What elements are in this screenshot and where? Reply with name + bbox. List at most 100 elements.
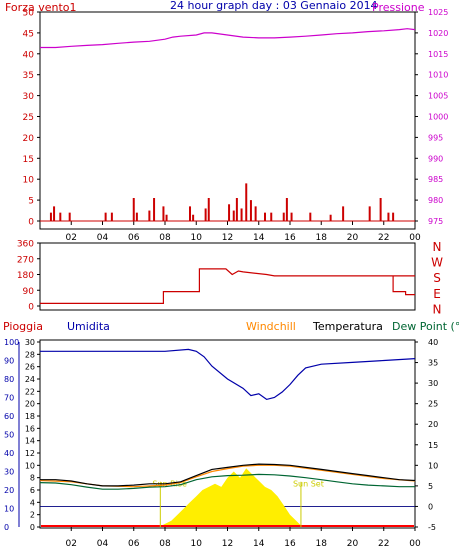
pressure-y-tick-label: 1015	[428, 50, 448, 59]
pressure-y-tick-label: 1005	[428, 92, 448, 101]
humidity-y-tick-label: 60	[4, 412, 14, 421]
x-tick-label: 08	[159, 233, 171, 243]
x-tick-label: 14	[253, 233, 265, 243]
wind-direction-y-axis: 0 90 180 270 360	[17, 240, 40, 313]
rain-y-tick-label: 0	[30, 523, 35, 532]
temperature-y-tick-label: 30	[428, 379, 438, 388]
wind-y-tick-label: 5	[28, 197, 34, 207]
rain-y-tick-label: 30	[25, 338, 35, 347]
x-tick-label: 00	[409, 233, 421, 243]
rain-y-tick-label: 22	[25, 387, 35, 396]
pressure-y-tick-label: 1020	[428, 29, 448, 38]
temperature-y-tick-label: -5	[428, 523, 436, 532]
wind-y-tick-label: 35	[23, 71, 34, 81]
pressure-y-axis: 975 980 985 990 995 1000 1005 1010 1015 1020 1025	[415, 8, 448, 226]
x-tick-label: 12	[222, 539, 233, 549]
pressure-y-tick-label: 985	[428, 175, 443, 184]
x-tick-label: 04	[97, 233, 109, 243]
temperature-y-tick-label: 15	[428, 441, 438, 450]
rain-y-tick-label: 12	[25, 449, 35, 458]
rain-y-tick-label: 20	[25, 400, 35, 409]
x-tick-label: 14	[253, 539, 265, 549]
rain-y-tick-label: 18	[25, 412, 35, 421]
humidity-y-tick-label: 30	[4, 468, 14, 477]
rain-series-area	[158, 468, 303, 527]
wind-y-tick-label: 30	[23, 92, 35, 102]
humidity-y-tick-label: 0	[4, 523, 9, 532]
compass-label: E	[433, 287, 441, 301]
pressure-y-tick-label: 1025	[428, 8, 448, 17]
humidity-y-tick-label: 20	[4, 486, 14, 495]
rain-y-tick-label: 6	[30, 486, 35, 495]
graph-date-title: 24 hour graph day : 03 Gennaio 2014	[170, 0, 378, 12]
rain-y-tick-label: 16	[25, 424, 35, 433]
temperature-y-tick-label: 0	[428, 502, 433, 511]
wind-y-tick-label: 0	[28, 218, 34, 228]
rain-y-tick-label: 4	[30, 498, 35, 507]
temperature-y-tick-label: 10	[428, 461, 438, 470]
humidity-y-tick-label: 90	[4, 357, 14, 366]
temperature-y-tick-label: 25	[428, 400, 438, 409]
pressure-y-tick-label: 1010	[428, 71, 448, 80]
temperature-y-tick-label: 40	[428, 338, 438, 347]
wind-direction-series-line	[40, 268, 415, 304]
humidity-y-tick-label: 70	[4, 394, 14, 403]
x-tick-label: 02	[66, 233, 77, 243]
x-tick-label: 06	[128, 539, 140, 549]
wind-pressure-panel	[39, 11, 416, 230]
rain-y-tick-label: 8	[30, 474, 35, 483]
compass-label: N	[433, 240, 442, 254]
x-tick-label: 16	[284, 539, 296, 549]
rain-y-tick-label: 14	[25, 437, 35, 446]
x-tick-label: 18	[316, 233, 328, 243]
humidity-y-tick-label: 10	[4, 505, 14, 514]
temperature-label: Temperatura	[312, 320, 383, 333]
x-tick-label: 08	[159, 539, 171, 549]
x-tick-label: 20	[347, 539, 359, 549]
x-tick-label: 16	[284, 233, 296, 243]
x-tick-label: 04	[97, 539, 109, 549]
compass-label: S	[433, 271, 441, 285]
wind-y-tick-label: 50	[23, 9, 35, 19]
humidity-y-tick-label: 100	[4, 338, 19, 347]
temperature-y-tick-label: 20	[428, 420, 438, 429]
wind-y-tick-label: 45	[23, 29, 34, 39]
rain-y-tick-label: 10	[25, 461, 35, 470]
sun-marker-label: Sun Set	[293, 480, 324, 489]
rain-y-tick-label: 2	[30, 511, 35, 520]
wind-speed-y-axis: 0 5 10 15 20 25 30 35 40 45 50	[23, 9, 40, 228]
humidity-y-tick-label: 40	[4, 449, 14, 458]
pressure-y-tick-label: 975	[428, 217, 443, 226]
humidity-y-tick-label: 50	[4, 431, 14, 440]
x-tick-label: 12	[222, 233, 233, 243]
pressure-panel-title: Pressione	[372, 1, 425, 14]
dewpoint-label: Dew Point (°C	[392, 320, 459, 333]
temperature-y-axis: -5 0 5 10 15 20 25 30 35 40	[415, 338, 438, 532]
wind-pressure-x-axis: 02 04 06 08 10 12 14 16 18 20 22 00	[66, 221, 421, 243]
rain-label: Pioggia	[3, 320, 43, 333]
temp-humidity-x-axis: 02 04 06 08 10 12 14 16 18 20 22 00	[66, 527, 421, 549]
wind-y-tick-label: 20	[23, 134, 35, 144]
temperature-y-tick-label: 35	[428, 359, 438, 368]
x-tick-label: 22	[378, 233, 389, 243]
x-tick-label: 06	[128, 233, 140, 243]
wind-y-tick-label: 25	[23, 113, 34, 123]
rain-y-tick-label: 26	[25, 363, 35, 372]
humidity-y-axis: 0 10 20 30 40 50 60 70 80 90 100	[4, 338, 20, 532]
direction-y-tick-label: 0	[28, 303, 34, 313]
wind-direction-series-line-tail	[392, 275, 415, 296]
rain-baseline	[41, 525, 414, 527]
humidity-y-tick-label: 80	[4, 375, 14, 384]
x-tick-label: 20	[347, 233, 359, 243]
direction-y-tick-label: 90	[23, 287, 35, 297]
dewpoint-series-line	[39, 473, 415, 490]
temperature-y-tick-label: 5	[428, 482, 433, 491]
windchill-label: Windchill	[246, 320, 296, 333]
compass-label: N	[433, 302, 442, 316]
wind-y-tick-label: 40	[23, 50, 35, 60]
pressure-y-tick-label: 995	[428, 133, 443, 142]
wind-speed-series	[40, 183, 415, 222]
